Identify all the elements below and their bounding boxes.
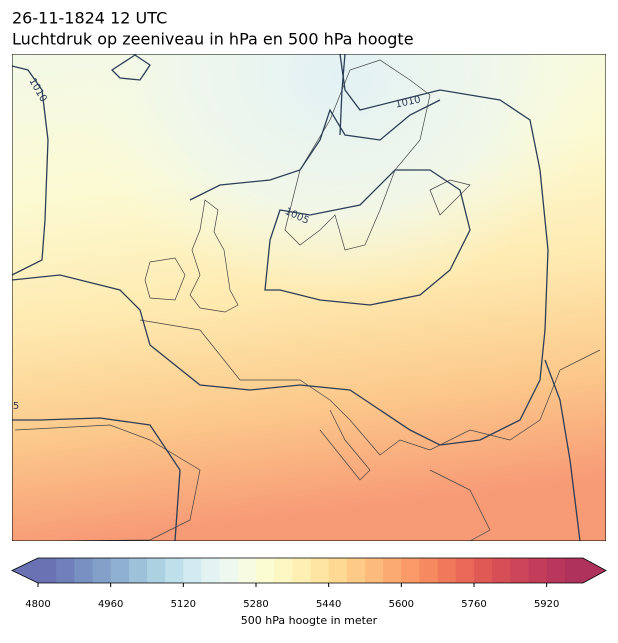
- colorbar-segment: [383, 558, 402, 583]
- coastlines: [14, 59, 601, 541]
- colorbar-tick-label: 5280: [243, 599, 268, 610]
- colorbar-segment: [328, 558, 348, 583]
- colorbar-segment: [437, 558, 457, 583]
- colorbar-segment: [165, 558, 184, 583]
- title: 26-11-1824 12 UTC: [12, 9, 167, 28]
- colorbar-tick-label: 5120: [171, 599, 196, 610]
- colorbar-segment: [510, 558, 529, 583]
- colorbar-tick-label: 4960: [98, 599, 123, 610]
- colorbar-segment: [56, 558, 75, 583]
- contour-label: 1010: [395, 94, 422, 110]
- colorbar-segment: [346, 558, 366, 583]
- isobars: [12, 54, 581, 541]
- colorbar-segment: [292, 558, 311, 583]
- map: [12, 54, 606, 541]
- colorbar-tick-label: 5760: [461, 599, 486, 610]
- colorbar-segment: [183, 558, 202, 583]
- colorbar-segment: [455, 558, 475, 583]
- colorbar-segment: [401, 558, 420, 583]
- colorbar-label: 500 hPa hoogte in meter: [241, 614, 378, 627]
- colorbar-segment: [310, 558, 330, 583]
- colorbar-segment: [110, 558, 130, 583]
- colorbar-segment: [474, 558, 493, 583]
- colorbar-tick-label: 5600: [389, 599, 414, 610]
- colorbar-segment: [219, 558, 239, 583]
- colorbar-segment: [528, 558, 548, 583]
- colorbar-segment: [147, 558, 166, 583]
- colorbar-segment: [92, 558, 112, 583]
- colorbar-tick-label: 4800: [25, 599, 50, 610]
- colorbar-tick-label: 5440: [316, 599, 341, 610]
- contour-label: 5: [13, 401, 19, 412]
- colorbar-segment: [38, 558, 57, 583]
- colorbar: 4800 4960 5120 5280 5440 5600 5760 5920: [11, 557, 607, 610]
- colorbar-segment: [201, 558, 221, 583]
- colorbar-extend-high: [583, 558, 606, 583]
- colorbar-segment: [419, 558, 439, 583]
- colorbar-segment: [128, 558, 148, 583]
- colorbar-extend-low: [12, 558, 38, 583]
- colorbar-segment: [365, 558, 384, 583]
- colorbar-tick-label: 5920: [534, 599, 559, 610]
- subtitle: Luchtdruk op zeeniveau in hPa en 500 hPa…: [12, 30, 414, 49]
- colorbar-segment: [546, 558, 566, 583]
- colorbar-segment: [74, 558, 93, 583]
- colorbar-segment: [492, 558, 511, 583]
- colorbar-segment: [256, 558, 275, 583]
- colorbar-segment: [564, 558, 584, 583]
- colorbar-segment: [274, 558, 293, 583]
- colorbar-segment: [237, 558, 257, 583]
- colorbar-outline: [11, 557, 607, 584]
